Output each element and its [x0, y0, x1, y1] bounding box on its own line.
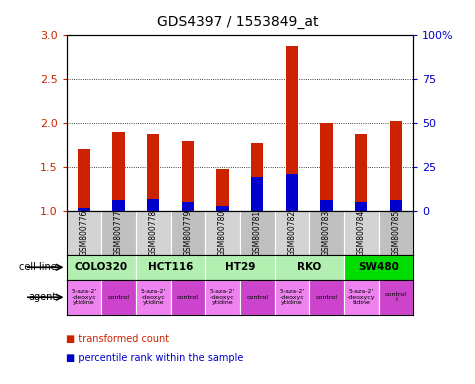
Text: GSM800785: GSM800785 [391, 210, 400, 256]
Bar [355, 202, 367, 211]
Bar [275, 211, 309, 255]
Bar [251, 143, 263, 211]
Text: 5-aza-2'
-deoxyc
ytidine: 5-aza-2' -deoxyc ytidine [71, 290, 96, 305]
Bar [136, 255, 205, 280]
Bar [171, 280, 205, 315]
Bar [136, 280, 171, 315]
Bar [66, 211, 101, 255]
Bar [240, 280, 275, 315]
Bar [309, 280, 344, 315]
Bar [251, 177, 263, 211]
Text: ■ transformed count: ■ transformed count [66, 334, 170, 344]
Bar [182, 141, 194, 211]
Text: GSM800783: GSM800783 [322, 210, 331, 256]
Bar [205, 211, 240, 255]
Text: control: control [315, 295, 338, 300]
Text: GSM800780: GSM800780 [218, 210, 227, 256]
Bar [286, 46, 298, 211]
Bar [113, 132, 124, 211]
Bar [66, 280, 101, 315]
Bar [113, 200, 124, 211]
Text: agent: agent [29, 292, 57, 302]
Bar [101, 280, 136, 315]
Bar [101, 211, 136, 255]
Text: COLO320: COLO320 [75, 262, 128, 272]
Bar [344, 280, 379, 315]
Text: control
l: control l [385, 292, 407, 303]
Text: 5-aza-2'
-deoxyc
ytidine: 5-aza-2' -deoxyc ytidine [279, 290, 304, 305]
Bar [379, 280, 413, 315]
Bar [390, 121, 402, 211]
Bar [321, 200, 332, 211]
Bar [205, 280, 240, 315]
Text: RKO: RKO [297, 262, 322, 272]
Bar [171, 211, 205, 255]
Bar [240, 211, 275, 255]
Bar [286, 174, 298, 211]
Text: GSM800779: GSM800779 [183, 210, 192, 256]
Text: 5-aza-2'
-deoxycy
tidine: 5-aza-2' -deoxycy tidine [347, 290, 376, 305]
Text: GSM800776: GSM800776 [79, 210, 88, 256]
Bar [355, 134, 367, 211]
Bar [309, 211, 344, 255]
Text: cell line: cell line [19, 262, 57, 272]
Text: HCT116: HCT116 [148, 262, 193, 272]
Bar [344, 255, 413, 280]
Text: GSM800781: GSM800781 [253, 210, 262, 256]
Bar [275, 255, 344, 280]
Text: ■ percentile rank within the sample: ■ percentile rank within the sample [66, 353, 244, 363]
Bar [344, 211, 379, 255]
Text: GSM800784: GSM800784 [357, 210, 366, 256]
Text: control: control [177, 295, 199, 300]
Text: GSM800777: GSM800777 [114, 210, 123, 256]
Text: SW480: SW480 [358, 262, 399, 272]
Text: control: control [107, 295, 130, 300]
Bar [390, 200, 402, 211]
Bar [78, 208, 90, 211]
Text: 5-aza-2'
-deoxyc
ytidine: 5-aza-2' -deoxyc ytidine [210, 290, 235, 305]
Bar [78, 149, 90, 211]
Bar [205, 255, 275, 280]
Text: HT29: HT29 [225, 262, 255, 272]
Text: GDS4397 / 1553849_at: GDS4397 / 1553849_at [157, 15, 318, 29]
Bar [217, 205, 228, 211]
Bar [136, 211, 171, 255]
Bar [379, 211, 413, 255]
Text: control: control [246, 295, 268, 300]
Text: 5-aza-2'
-deoxyc
ytidine: 5-aza-2' -deoxyc ytidine [141, 290, 166, 305]
Bar [182, 202, 194, 211]
Text: GSM800778: GSM800778 [149, 210, 158, 256]
Bar [321, 123, 332, 211]
Bar [66, 255, 136, 280]
Bar [147, 134, 159, 211]
Bar [147, 199, 159, 211]
Text: GSM800782: GSM800782 [287, 210, 296, 256]
Bar [275, 280, 309, 315]
Bar [217, 169, 228, 211]
